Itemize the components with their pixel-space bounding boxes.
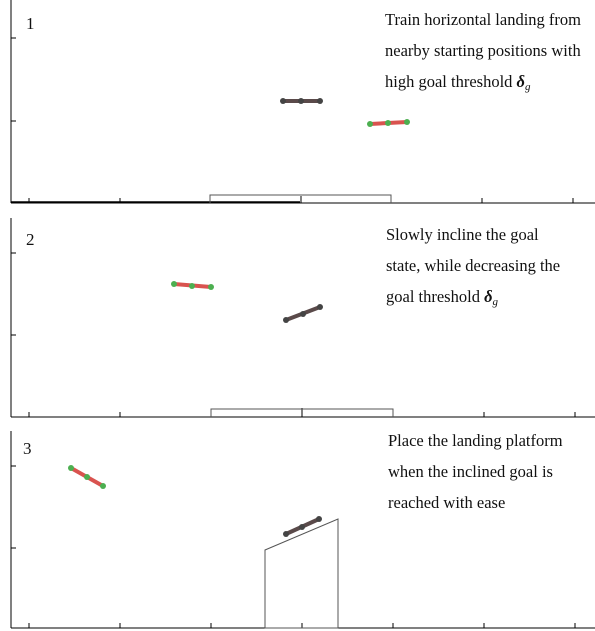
inclined-landing-platform [264,518,339,629]
caption-line: goal threshold δg [386,287,499,308]
agent-pose [68,465,106,489]
agent-pose [171,281,214,290]
caption-line: Slowly incline the goal [386,225,539,244]
landing-outline [210,408,394,417]
panel-caption: Place the landing platform when the incl… [388,425,563,518]
panel-number: 1 [26,14,35,33]
caption-line: high goal threshold δg [385,72,531,93]
panel-3: 3 Place the landing platform when the in… [0,431,595,631]
delta-symbol: δ [516,72,525,91]
y-ticks [11,252,16,336]
caption-line: Place the landing platform [388,431,563,450]
caption-line: when the inclined goal is [388,462,553,481]
goal-pose [283,304,323,323]
y-ticks [11,37,16,122]
caption-line: state, while decreasing the [386,256,561,275]
panel-1-plot [10,0,595,204]
y-ticks [11,465,16,549]
panel-1: 1 Train horizontal landing from nearby s… [0,0,595,212]
delta-subscript: g [492,296,499,308]
panel-number: 3 [23,439,32,458]
panel-3-plot [10,431,595,629]
landing-outline [209,194,392,203]
goal-pose [280,98,323,104]
panel-2: 2 Slowly incline the goal state, while d… [0,218,595,428]
delta-subscript: g [524,81,531,93]
panel-caption: Slowly incline the goal state, while dec… [386,219,560,318]
delta-symbol: δ [484,287,493,306]
caption-line: Train horizontal landing from [385,10,581,29]
panel-caption: Train horizontal landing from nearby sta… [385,4,581,103]
caption-line: reached with ease [388,493,506,512]
caption-line: nearby starting positions with [385,41,581,60]
goal-pose [283,516,322,537]
panel-number: 2 [26,230,35,249]
agent-pose [367,119,410,127]
panel-2-plot [10,218,595,418]
x-ticks [28,623,576,628]
